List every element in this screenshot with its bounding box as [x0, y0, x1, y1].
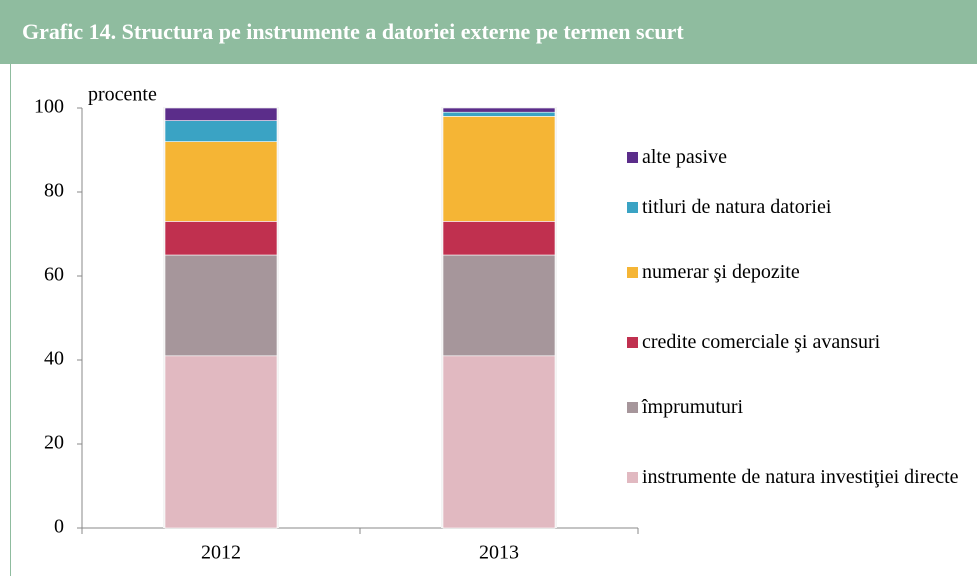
legend-item: alte pasive: [627, 145, 727, 169]
y-tick-label: 60: [44, 264, 64, 286]
legend-swatch: [627, 202, 638, 213]
y-tick-label: 40: [44, 348, 64, 370]
y-tick-label: 20: [44, 432, 64, 454]
bar-segment: [442, 355, 556, 529]
bar-segment: [442, 111, 556, 117]
legend-label: numerar şi depozite: [642, 261, 800, 283]
legend-item: credite comerciale şi avansuri: [627, 330, 880, 354]
legend-swatch: [627, 267, 638, 278]
frame: [10, 64, 977, 576]
legend-swatch: [627, 472, 638, 483]
bar-segment: [164, 120, 278, 142]
legend-label: alte pasive: [642, 146, 727, 168]
bar-segment: [164, 254, 278, 357]
legend-label: împrumuturi: [642, 396, 744, 418]
legend-label: credite comerciale şi avansuri: [642, 331, 881, 353]
y-axis-label: procente: [88, 84, 157, 106]
y-tick-label: 80: [44, 180, 64, 202]
bar-segment: [442, 107, 556, 113]
y-tick-label: 0: [54, 516, 64, 538]
legend-item: titluri de natura datoriei: [627, 195, 831, 219]
bar-segment: [442, 221, 556, 256]
legend-swatch: [627, 152, 638, 163]
legend-item: numerar şi depozite: [627, 260, 800, 284]
legend-label: titluri de natura datoriei: [642, 196, 832, 218]
x-tick-label: 2013: [479, 542, 519, 564]
legend-swatch: [627, 337, 638, 348]
chart-title: Grafic 14. Structura pe instrumente a da…: [0, 0, 977, 64]
x-tick-label: 2012: [201, 542, 241, 564]
legend-item: instrumente de natura investiţiei direct…: [627, 465, 959, 489]
bar-segment: [442, 254, 556, 357]
legend-item: împrumuturi: [627, 395, 743, 419]
bar-segment: [164, 141, 278, 222]
bar-segment: [164, 107, 278, 121]
legend-swatch: [627, 402, 638, 413]
bar-segment: [442, 116, 556, 222]
legend-label: instrumente de natura investiţiei direct…: [642, 466, 959, 488]
y-tick-label: 100: [34, 96, 64, 118]
bar-segment: [164, 355, 278, 529]
bar-segment: [164, 221, 278, 256]
